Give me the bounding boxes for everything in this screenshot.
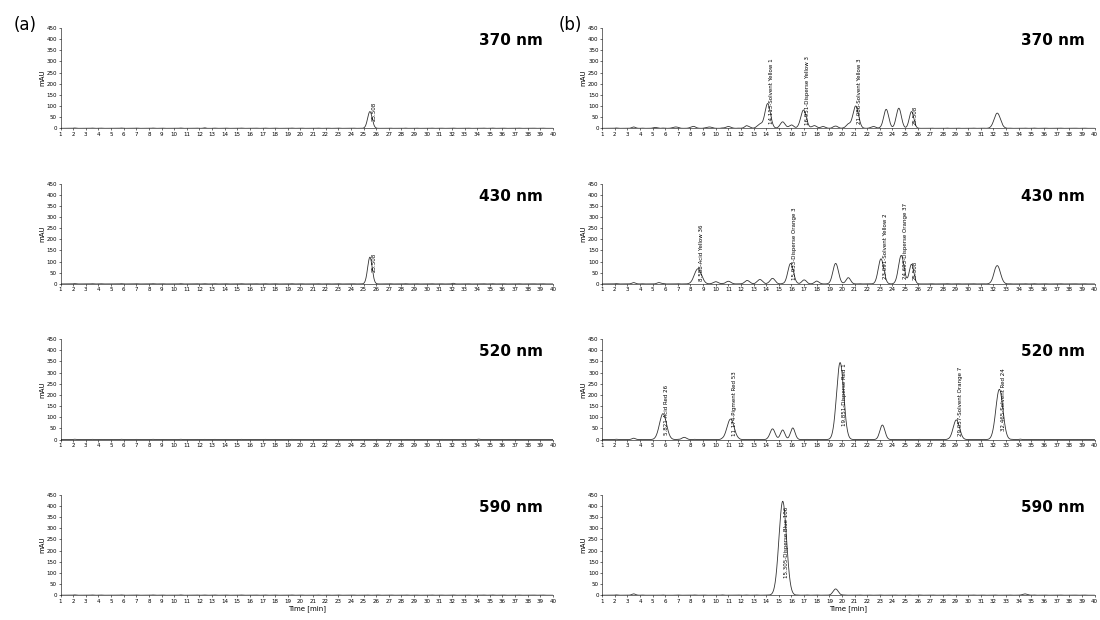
Text: 32.465-Solvent Red 24: 32.465-Solvent Red 24: [1001, 368, 1005, 430]
Text: 15.305-Disperse Blue 106: 15.305-Disperse Blue 106: [784, 507, 789, 578]
Text: 14.113-Solvent Yellow 1: 14.113-Solvent Yellow 1: [769, 58, 774, 124]
Text: 23.091-Solvent Yellow 2: 23.091-Solvent Yellow 2: [882, 214, 888, 280]
Text: 5.821-Acid Red 26: 5.821-Acid Red 26: [664, 385, 670, 435]
Text: 590 nm: 590 nm: [1021, 500, 1085, 515]
Text: 19.851-Disperse Red 1: 19.851-Disperse Red 1: [842, 363, 847, 426]
Text: (a): (a): [13, 16, 36, 33]
Text: 25.508: 25.508: [913, 261, 918, 280]
Text: 590 nm: 590 nm: [480, 500, 543, 515]
Text: 370 nm: 370 nm: [480, 33, 543, 48]
Text: 25.508: 25.508: [372, 252, 377, 272]
Text: 430 nm: 430 nm: [480, 188, 543, 203]
Text: 11.174-Pigment Red 53: 11.174-Pigment Red 53: [733, 371, 737, 436]
Y-axis label: mAU: mAU: [581, 381, 586, 397]
Y-axis label: mAU: mAU: [581, 70, 586, 86]
Text: 520 nm: 520 nm: [1021, 344, 1085, 359]
Y-axis label: mAU: mAU: [40, 537, 45, 553]
Y-axis label: mAU: mAU: [581, 537, 586, 553]
Text: 430 nm: 430 nm: [1021, 188, 1085, 203]
Y-axis label: mAU: mAU: [40, 381, 45, 397]
Text: 16.951-Disperse Yellow 3: 16.951-Disperse Yellow 3: [805, 56, 810, 125]
X-axis label: Time [min]: Time [min]: [288, 605, 326, 612]
Text: 21.086-Solvent Yellow 3: 21.086-Solvent Yellow 3: [857, 59, 862, 124]
Y-axis label: mAU: mAU: [581, 226, 586, 242]
Text: 15.933-Disperse Orange 3: 15.933-Disperse Orange 3: [792, 208, 798, 280]
Text: 25.508: 25.508: [372, 102, 377, 121]
Text: 25.508: 25.508: [913, 106, 918, 125]
Text: 520 nm: 520 nm: [478, 344, 543, 359]
Text: 29.057-Solvent Orange 7: 29.057-Solvent Orange 7: [958, 367, 962, 436]
Text: 8.588-Acid Yellow 36: 8.588-Acid Yellow 36: [700, 224, 704, 281]
Y-axis label: mAU: mAU: [40, 226, 45, 242]
Text: (b): (b): [559, 16, 582, 33]
X-axis label: Time [min]: Time [min]: [829, 605, 867, 612]
Text: 370 nm: 370 nm: [1021, 33, 1085, 48]
Text: 24.693-Disperse Orange 37: 24.693-Disperse Orange 37: [903, 203, 907, 279]
Y-axis label: mAU: mAU: [40, 70, 45, 86]
